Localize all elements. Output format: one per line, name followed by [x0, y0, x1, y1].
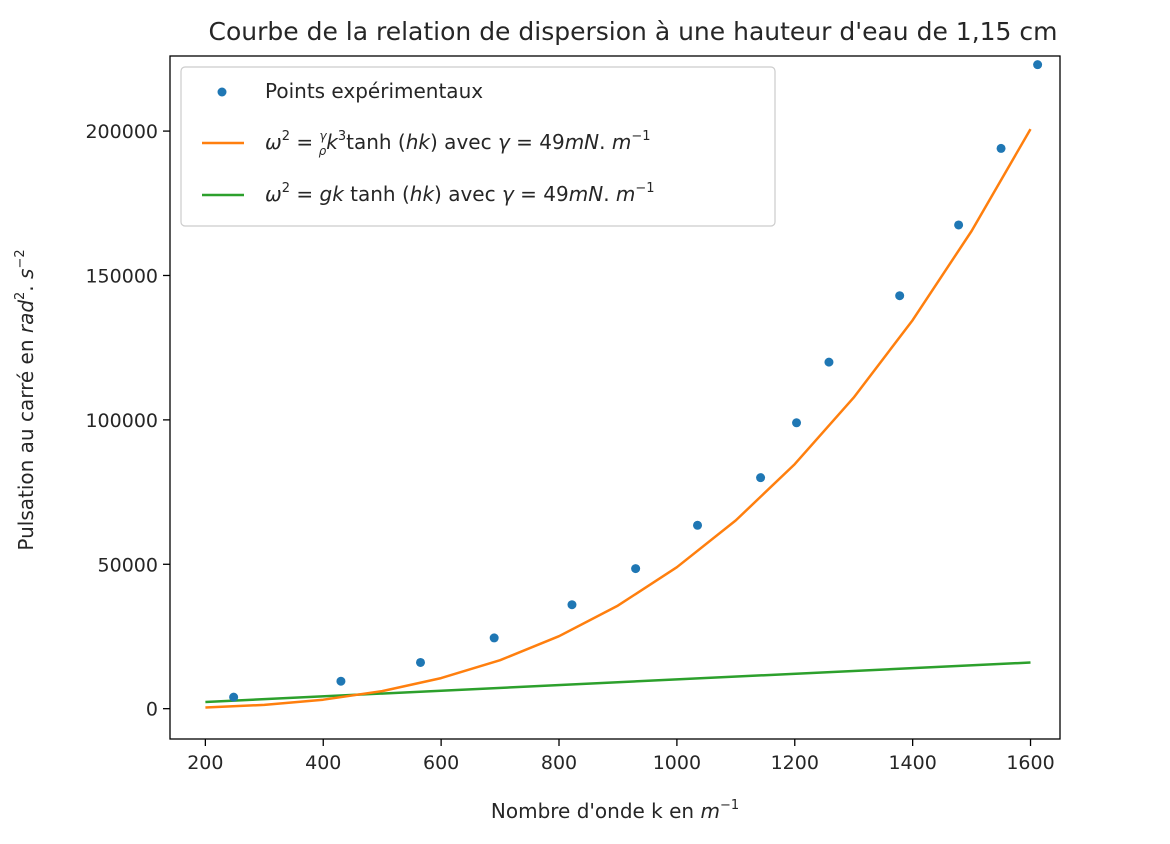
data-point: [895, 291, 905, 301]
legend-label-gravity: ω2 = gk tanh (hk) avec γ = 49mN. m−1: [265, 181, 655, 206]
data-point: [567, 600, 577, 610]
data-point: [954, 220, 964, 230]
data-point: [336, 676, 346, 686]
y-tick-label: 200000: [85, 121, 158, 143]
y-tick-label: 50000: [98, 554, 158, 576]
x-axis-ticks: 200 400 600 800 1000 1200 1400 1600: [187, 739, 1055, 774]
data-point: [631, 564, 641, 574]
y-tick-label: 100000: [85, 410, 158, 432]
x-tick-label: 400: [305, 752, 341, 774]
data-point: [756, 473, 766, 483]
y-tick-label: 150000: [85, 265, 158, 287]
legend-label-capillary: ω2 = γ ρk3tanh (hk) avec γ = 49mN. m−1: [265, 129, 651, 158]
x-tick-label: 1200: [771, 752, 819, 774]
x-axis-label: Nombre d'onde k en m−1: [491, 798, 739, 823]
x-tick-label: 800: [541, 752, 577, 774]
data-point: [824, 357, 834, 367]
y-axis-label: Pulsation au carré en rad2. s−2: [13, 249, 38, 550]
series-layer: [205, 60, 1043, 709]
chart-title: Courbe de la relation de dispersion à un…: [209, 17, 1058, 46]
data-point: [792, 418, 802, 428]
data-point: [1033, 60, 1043, 70]
y-axis-ticks: 0 50000 100000 150000 200000: [85, 121, 170, 721]
legend-label-points: Points expérimentaux: [265, 79, 483, 103]
x-tick-label: 600: [423, 752, 459, 774]
data-point: [693, 520, 703, 530]
legend: Points expérimentaux ω2 = γ ρk3tanh (hk) …: [180, 66, 776, 227]
x-tick-label: 1000: [653, 752, 701, 774]
plot-frame: [169, 55, 1061, 740]
legend-box: [180, 66, 776, 227]
data-point: [415, 657, 425, 667]
series-line-gravity: [205, 661, 1031, 704]
y-tick-label: 0: [146, 699, 158, 721]
series-line-capillary: [205, 128, 1032, 709]
data-point: [229, 692, 239, 702]
data-point: [489, 633, 499, 643]
data-point: [996, 143, 1006, 153]
x-tick-label: 200: [187, 752, 223, 774]
x-tick-label: 1600: [1006, 752, 1054, 774]
x-tick-label: 1400: [888, 752, 936, 774]
legend-marker-points: [217, 87, 227, 97]
